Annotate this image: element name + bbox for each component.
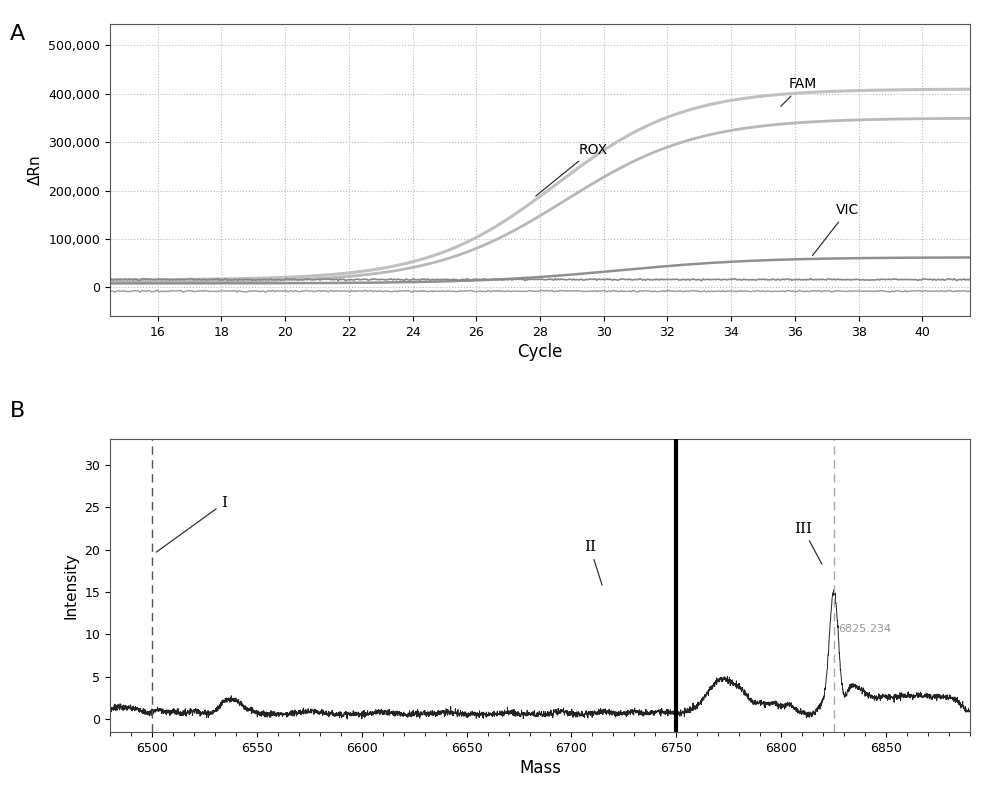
- X-axis label: Cycle: Cycle: [517, 343, 563, 361]
- Text: II: II: [584, 540, 602, 585]
- Y-axis label: Intensity: Intensity: [64, 552, 79, 619]
- Text: ROX: ROX: [536, 142, 607, 196]
- Y-axis label: ΔRn: ΔRn: [28, 154, 43, 185]
- Text: B: B: [10, 401, 25, 421]
- Text: A: A: [10, 24, 25, 43]
- X-axis label: Mass: Mass: [519, 759, 561, 777]
- Text: VIC: VIC: [812, 203, 859, 256]
- Text: FAM: FAM: [781, 77, 817, 106]
- Text: I: I: [156, 496, 227, 552]
- Text: III: III: [794, 522, 822, 564]
- Text: 6825.234: 6825.234: [838, 624, 891, 634]
